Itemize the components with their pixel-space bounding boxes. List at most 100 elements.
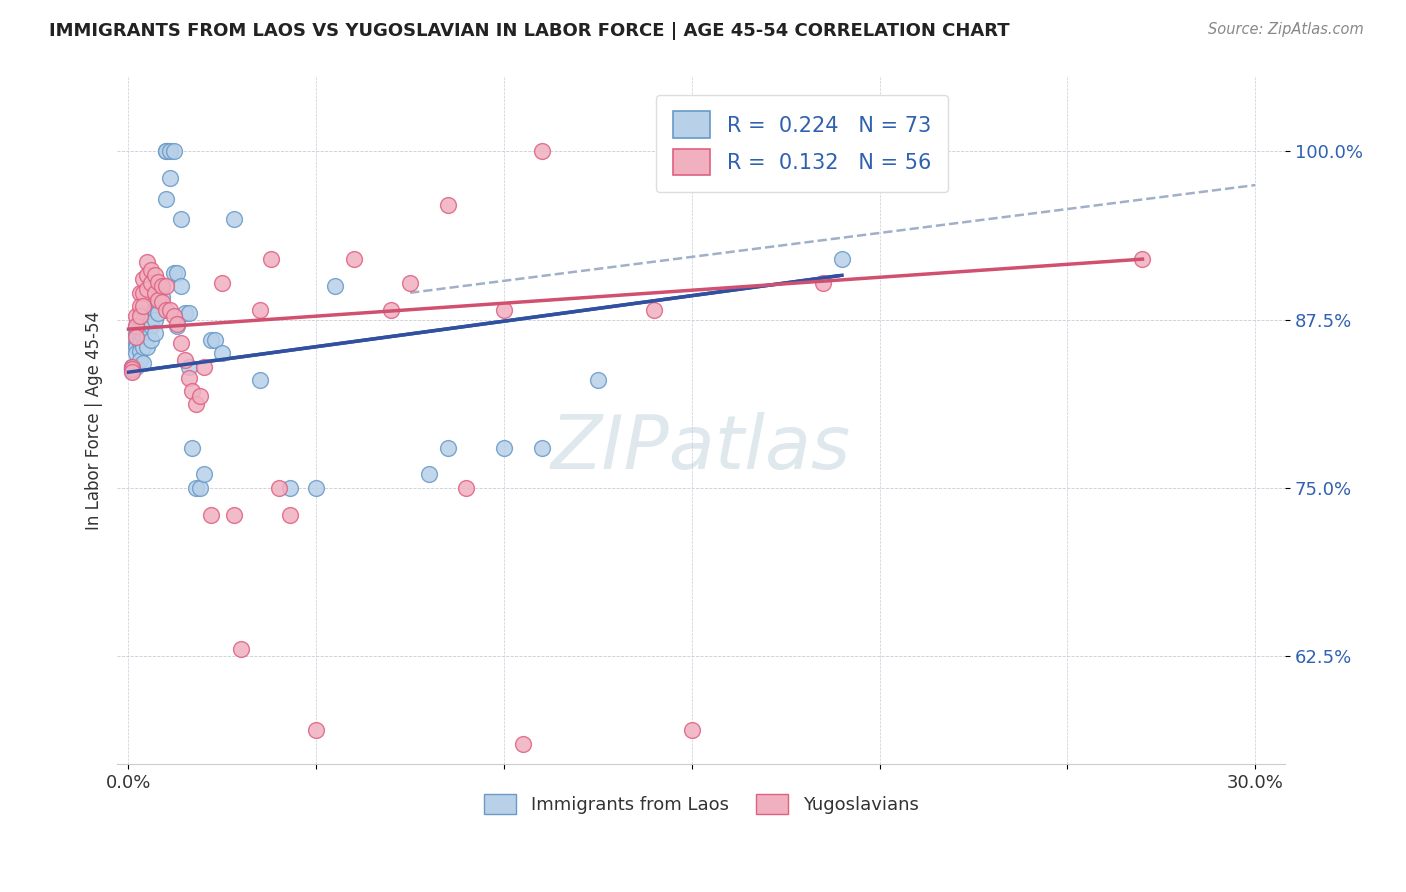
- Point: [150, 290, 173, 304]
- Point: [148, 295, 170, 310]
- Point: [188, 481, 211, 495]
- Text: ZIP​atlas: ZIP​atlas: [551, 412, 851, 484]
- Point: [831, 252, 853, 267]
- Point: [305, 723, 328, 738]
- Point: [125, 346, 148, 360]
- Point: [132, 285, 155, 300]
- Point: [177, 359, 200, 374]
- Point: [492, 441, 515, 455]
- Point: [1132, 252, 1154, 267]
- Point: [436, 198, 458, 212]
- Point: [125, 319, 148, 334]
- Point: [132, 299, 155, 313]
- Point: [143, 268, 166, 283]
- Point: [128, 353, 150, 368]
- Point: [132, 312, 155, 326]
- Point: [162, 266, 184, 280]
- Point: [136, 309, 159, 323]
- Point: [128, 309, 150, 323]
- Point: [162, 309, 184, 323]
- Point: [512, 737, 534, 751]
- Point: [132, 340, 155, 354]
- Point: [148, 285, 170, 300]
- Point: [128, 343, 150, 358]
- Point: [128, 335, 150, 350]
- Point: [681, 723, 703, 738]
- Point: [184, 481, 207, 495]
- Point: [204, 333, 226, 347]
- Point: [136, 330, 159, 344]
- Point: [128, 299, 150, 313]
- Point: [139, 306, 162, 320]
- Point: [125, 359, 148, 374]
- Point: [139, 263, 162, 277]
- Point: [139, 333, 162, 347]
- Point: [150, 279, 173, 293]
- Point: [143, 312, 166, 326]
- Point: [148, 306, 170, 320]
- Point: [136, 255, 159, 269]
- Point: [139, 319, 162, 334]
- Point: [121, 359, 143, 374]
- Point: [200, 508, 222, 522]
- Point: [125, 330, 148, 344]
- Point: [249, 373, 271, 387]
- Point: [136, 268, 159, 283]
- Point: [418, 467, 440, 482]
- Point: [125, 340, 148, 354]
- Point: [150, 279, 173, 293]
- Point: [343, 252, 366, 267]
- Point: [155, 303, 177, 318]
- Point: [193, 359, 215, 374]
- Point: [200, 333, 222, 347]
- Point: [170, 335, 193, 350]
- Point: [173, 353, 195, 368]
- Point: [813, 277, 835, 291]
- Point: [121, 359, 143, 374]
- Point: [267, 481, 290, 495]
- Point: [159, 303, 181, 318]
- Point: [492, 303, 515, 318]
- Point: [136, 340, 159, 354]
- Point: [143, 295, 166, 310]
- Text: IMMIGRANTS FROM LAOS VS YUGOSLAVIAN IN LABOR FORCE | AGE 45-54 CORRELATION CHART: IMMIGRANTS FROM LAOS VS YUGOSLAVIAN IN L…: [49, 22, 1010, 40]
- Point: [211, 346, 233, 360]
- Point: [128, 285, 150, 300]
- Point: [121, 365, 143, 379]
- Point: [211, 277, 233, 291]
- Point: [155, 192, 177, 206]
- Point: [121, 359, 143, 374]
- Point: [166, 319, 188, 334]
- Point: [132, 315, 155, 329]
- Point: [188, 389, 211, 403]
- Point: [128, 306, 150, 320]
- Point: [530, 441, 553, 455]
- Point: [399, 277, 422, 291]
- Point: [260, 252, 283, 267]
- Point: [166, 317, 188, 331]
- Point: [136, 319, 159, 334]
- Point: [132, 356, 155, 370]
- Point: [222, 211, 245, 226]
- Point: [155, 145, 177, 159]
- Point: [530, 145, 553, 159]
- Point: [159, 171, 181, 186]
- Point: [121, 362, 143, 376]
- Point: [436, 441, 458, 455]
- Point: [128, 319, 150, 334]
- Point: [170, 211, 193, 226]
- Point: [143, 303, 166, 318]
- Point: [643, 303, 665, 318]
- Point: [143, 285, 166, 300]
- Point: [136, 282, 159, 296]
- Point: [177, 370, 200, 384]
- Point: [229, 642, 252, 657]
- Point: [159, 145, 181, 159]
- Point: [181, 441, 204, 455]
- Point: [222, 508, 245, 522]
- Point: [456, 481, 478, 495]
- Text: Source: ZipAtlas.com: Source: ZipAtlas.com: [1208, 22, 1364, 37]
- Point: [150, 295, 173, 310]
- Point: [380, 303, 402, 318]
- Point: [249, 303, 271, 318]
